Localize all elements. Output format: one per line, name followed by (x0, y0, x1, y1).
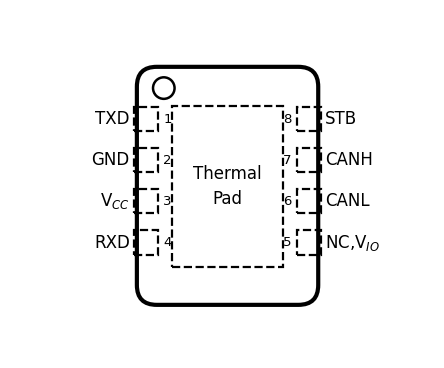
Bar (134, 190, 158, 213)
Text: TXD: TXD (95, 110, 130, 128)
Bar (297, 190, 321, 213)
Text: CANH: CANH (325, 151, 373, 169)
Text: 7: 7 (283, 154, 292, 167)
Bar (172, 106, 283, 266)
Bar (134, 230, 158, 255)
Text: 5: 5 (283, 236, 292, 249)
Text: V$_{CC}$: V$_{CC}$ (100, 191, 130, 212)
Text: GND: GND (91, 151, 130, 169)
Bar (134, 148, 158, 172)
FancyBboxPatch shape (137, 67, 318, 305)
Text: RXD: RXD (94, 234, 130, 251)
Text: CANL: CANL (325, 192, 370, 210)
Bar (297, 230, 321, 255)
Text: NC,V$_{IO}$: NC,V$_{IO}$ (325, 233, 381, 252)
Text: STB: STB (325, 110, 357, 128)
Bar (297, 148, 321, 172)
Bar (297, 107, 321, 131)
Bar (134, 107, 158, 131)
Text: 1: 1 (163, 113, 172, 126)
Text: 3: 3 (163, 195, 172, 208)
Text: Thermal: Thermal (193, 165, 262, 183)
Text: 8: 8 (284, 113, 292, 126)
Text: 4: 4 (163, 236, 171, 249)
Text: Pad: Pad (213, 190, 242, 208)
Text: 2: 2 (163, 154, 172, 167)
Text: 6: 6 (284, 195, 292, 208)
